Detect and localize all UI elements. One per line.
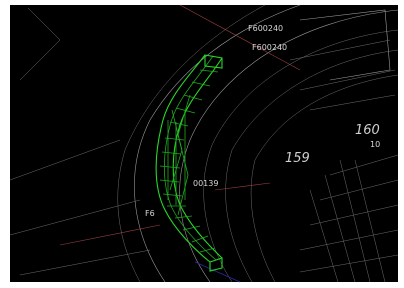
annotation: F600240 xyxy=(252,43,287,52)
annotation: 00139 xyxy=(193,179,218,188)
annotation: 159 xyxy=(285,151,310,166)
cad-viewport: F600240 F600240 160 10 159 00139 F6 xyxy=(0,0,404,288)
annotation: 160 xyxy=(355,123,380,138)
page: F600240 F600240 160 10 159 00139 F6 {"an… xyxy=(0,0,404,288)
viewport-background xyxy=(10,5,398,282)
annotation: F600240 xyxy=(248,24,283,33)
annotation: 10 xyxy=(370,140,380,149)
annotation: F6 xyxy=(145,209,155,218)
